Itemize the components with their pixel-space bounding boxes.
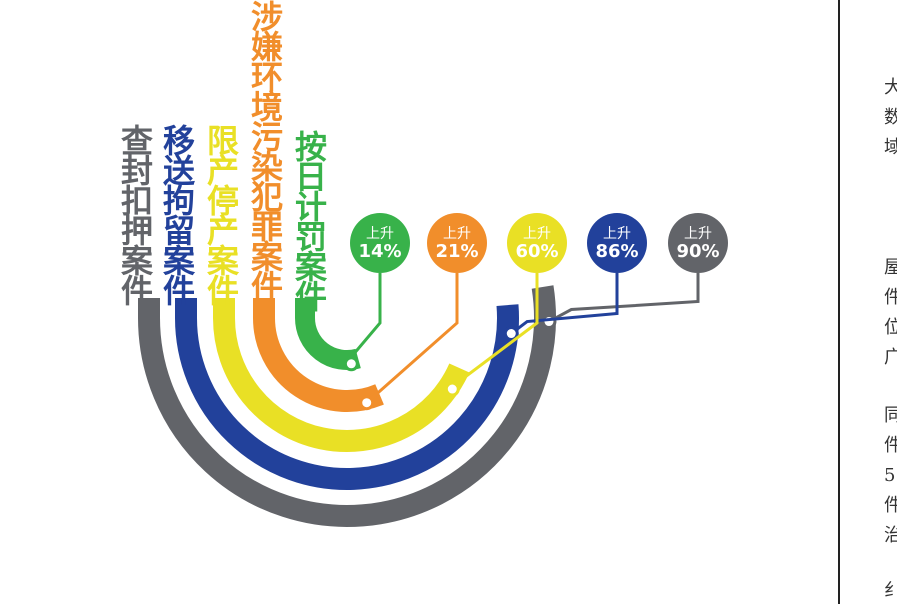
side-char-2: 数	[884, 107, 897, 128]
side-char-7: 广	[884, 347, 897, 368]
side-char-12: 治	[884, 525, 897, 546]
badge-value-2: 86%	[595, 241, 638, 262]
side-char-6: 位	[884, 317, 897, 338]
side-char-10: 5	[884, 465, 896, 486]
badge-value-3: 60%	[515, 241, 558, 262]
bar-3	[213, 298, 470, 452]
connector-5	[349, 273, 382, 365]
badge-value-5: 14%	[358, 241, 401, 262]
connector-dot-2	[503, 326, 519, 342]
badge-3	[507, 213, 567, 273]
badge-caption-4: 上升	[443, 226, 471, 242]
connector-dot-1	[541, 314, 557, 330]
bar-2	[175, 298, 519, 490]
badge-2	[587, 213, 647, 273]
connector-4	[365, 273, 459, 404]
side-char-1: 大	[884, 77, 897, 98]
badge-value-1: 90%	[676, 241, 719, 262]
divider-line	[838, 0, 840, 604]
badge-caption-2: 上升	[603, 226, 631, 242]
badge-caption-3: 上升	[523, 226, 551, 242]
badge-5	[350, 213, 410, 273]
side-char-4: 屋	[884, 257, 897, 278]
category-label-2: 移送拘留案件	[158, 124, 196, 304]
badge-value-4: 21%	[435, 241, 478, 262]
connector-dot-4	[359, 395, 375, 411]
side-char-8: 同	[884, 405, 897, 426]
connector-2	[510, 273, 619, 335]
side-char-9: 件	[884, 435, 897, 456]
side-char-13: 纟	[884, 580, 897, 601]
connector-3	[451, 273, 539, 391]
side-char-11: 件	[884, 495, 897, 516]
connector-dot-3	[444, 381, 460, 397]
side-char-3: 域	[884, 137, 897, 158]
connector-dot-5	[343, 356, 359, 372]
badge-1	[668, 213, 728, 273]
badge-caption-1: 上升	[684, 226, 712, 242]
bar-1	[138, 285, 556, 527]
category-label-5: 按日计罚案件	[290, 130, 328, 310]
category-label-4: 涉嫌环境污染犯罪案件	[246, 0, 284, 300]
side-char-5: 件	[884, 287, 897, 308]
connector-1	[548, 273, 700, 323]
category-label-3: 限产停产案件	[202, 124, 240, 304]
bar-4	[253, 298, 384, 412]
category-label-1: 查封扣押案件	[116, 124, 154, 304]
badge-4	[427, 213, 487, 273]
badge-caption-5: 上升	[366, 226, 394, 242]
